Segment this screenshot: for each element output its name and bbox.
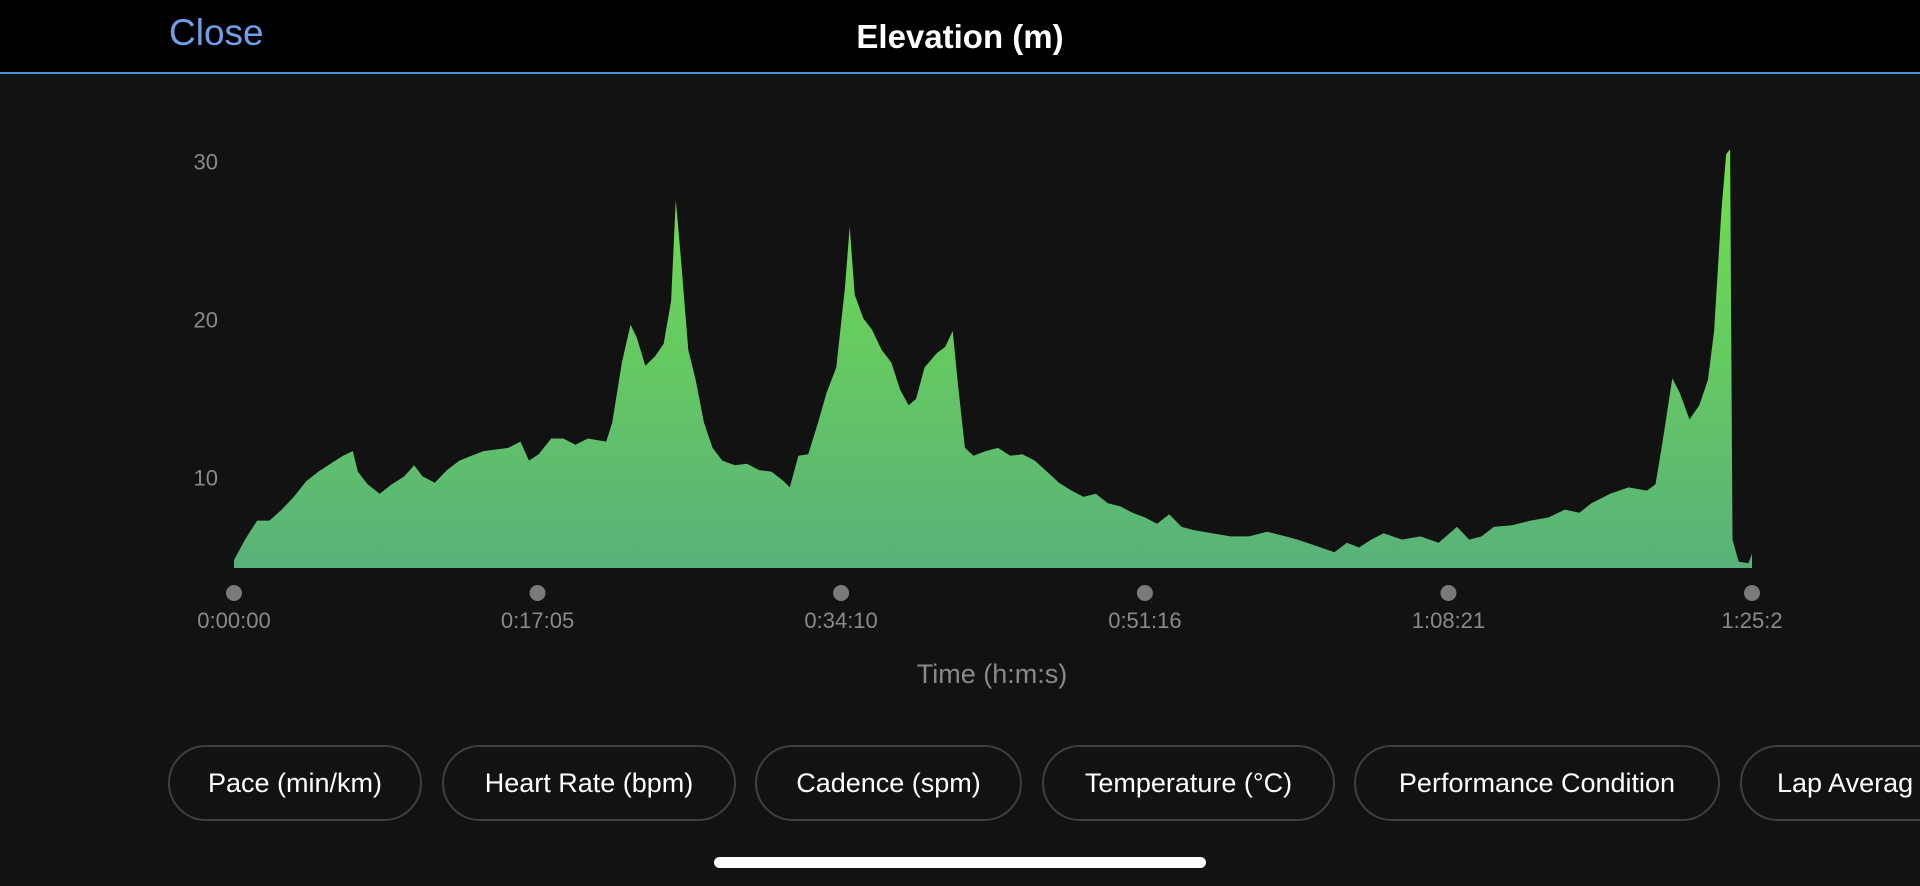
metric-button[interactable]: Lap Averag bbox=[1740, 745, 1920, 821]
metric-button[interactable]: Performance Condition bbox=[1354, 745, 1720, 821]
x-axis-title: Time (h:m:s) bbox=[917, 659, 1068, 689]
x-tick-dot bbox=[226, 585, 242, 601]
x-tick-label: 0:51:16 bbox=[1108, 608, 1181, 633]
close-button[interactable]: Close bbox=[169, 12, 264, 53]
x-tick-dot bbox=[1440, 585, 1457, 601]
y-tick-label: 30 bbox=[194, 149, 218, 174]
x-tick-dot bbox=[1136, 585, 1153, 601]
metric-button[interactable]: Temperature (°C) bbox=[1042, 745, 1335, 821]
y-tick-label: 10 bbox=[194, 465, 218, 490]
x-tick-dot bbox=[529, 585, 546, 601]
y-tick-label: 20 bbox=[194, 307, 218, 332]
x-tick-dot bbox=[833, 585, 850, 601]
metric-buttons: Pace (min/km) Heart Rate (bpm) Cadence (sp… bbox=[0, 745, 1920, 825]
metric-button[interactable]: Heart Rate (bpm) bbox=[442, 745, 736, 821]
x-tick-dot bbox=[1744, 585, 1760, 601]
screen-title: Elevation (m) bbox=[856, 18, 1064, 55]
home-indicator bbox=[714, 857, 1206, 868]
metric-button[interactable]: Pace (min/km) bbox=[168, 745, 422, 821]
x-tick-label: 0:17:05 bbox=[501, 608, 574, 633]
chart: 10 20 30 0:00:00 0:17:05 0:34:10 0:51:16 1:08:2… bbox=[194, 149, 1783, 689]
metric-button[interactable]: Cadence (spm) bbox=[755, 745, 1022, 821]
elevation-area bbox=[234, 149, 1752, 568]
x-tick-label: 0:00:00 bbox=[197, 608, 270, 633]
x-tick-label: 0:34:10 bbox=[804, 608, 877, 633]
top-bar: Close Elevation (m) bbox=[0, 0, 1920, 74]
x-tick-label: 1:08:21 bbox=[1412, 608, 1485, 633]
x-tick-label: 1:25:2 bbox=[1721, 608, 1782, 633]
